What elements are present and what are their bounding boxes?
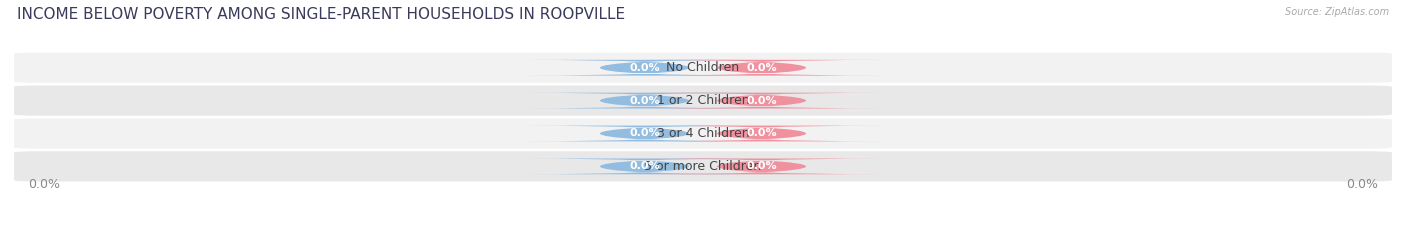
- Text: 1 or 2 Children: 1 or 2 Children: [657, 94, 749, 107]
- FancyBboxPatch shape: [634, 126, 889, 141]
- Text: 0.0%: 0.0%: [628, 96, 659, 106]
- Text: 0.0%: 0.0%: [628, 128, 659, 138]
- FancyBboxPatch shape: [517, 126, 772, 141]
- FancyBboxPatch shape: [14, 53, 1392, 83]
- FancyBboxPatch shape: [634, 93, 889, 109]
- Text: 3 or 4 Children: 3 or 4 Children: [657, 127, 749, 140]
- FancyBboxPatch shape: [634, 60, 889, 75]
- FancyBboxPatch shape: [517, 93, 772, 109]
- Text: 0.0%: 0.0%: [1346, 178, 1378, 191]
- FancyBboxPatch shape: [634, 158, 889, 174]
- Text: 0.0%: 0.0%: [747, 161, 778, 171]
- Text: Source: ZipAtlas.com: Source: ZipAtlas.com: [1285, 7, 1389, 17]
- Text: 0.0%: 0.0%: [747, 128, 778, 138]
- Text: 0.0%: 0.0%: [747, 96, 778, 106]
- FancyBboxPatch shape: [14, 118, 1392, 149]
- Text: INCOME BELOW POVERTY AMONG SINGLE-PARENT HOUSEHOLDS IN ROOPVILLE: INCOME BELOW POVERTY AMONG SINGLE-PARENT…: [17, 7, 626, 22]
- Text: No Children: No Children: [666, 61, 740, 74]
- FancyBboxPatch shape: [517, 158, 772, 174]
- FancyBboxPatch shape: [14, 151, 1392, 182]
- Text: 0.0%: 0.0%: [28, 178, 60, 191]
- Text: 0.0%: 0.0%: [747, 63, 778, 73]
- Text: 5 or more Children: 5 or more Children: [644, 160, 762, 173]
- FancyBboxPatch shape: [14, 86, 1392, 116]
- FancyBboxPatch shape: [517, 60, 772, 75]
- Text: 0.0%: 0.0%: [628, 63, 659, 73]
- Text: 0.0%: 0.0%: [628, 161, 659, 171]
